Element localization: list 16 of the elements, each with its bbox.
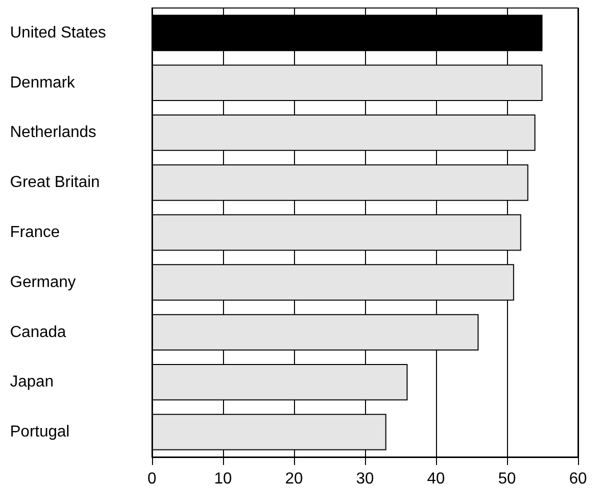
x-tick-label: 0 <box>148 470 157 488</box>
y-tick-label: United States <box>10 24 106 42</box>
y-tick-label: France <box>10 224 60 241</box>
y-tick-label: Japan <box>10 374 54 391</box>
y-tick-label: Portugal <box>10 424 70 441</box>
y-tick-label: Great Britain <box>10 174 100 192</box>
x-tick-label: 10 <box>214 470 232 488</box>
x-tick-label: 40 <box>427 470 445 488</box>
y-tick-label: Canada <box>10 324 66 341</box>
y-tick-label: Netherlands <box>10 124 96 142</box>
x-tick-label: 60 <box>569 470 587 488</box>
y-tick-label: Denmark <box>10 74 76 92</box>
x-tick-label: 30 <box>356 470 374 488</box>
y-tick-label: Germany <box>10 274 76 291</box>
x-tick-label: 20 <box>285 470 303 488</box>
x-tick-label: 50 <box>498 470 516 488</box>
